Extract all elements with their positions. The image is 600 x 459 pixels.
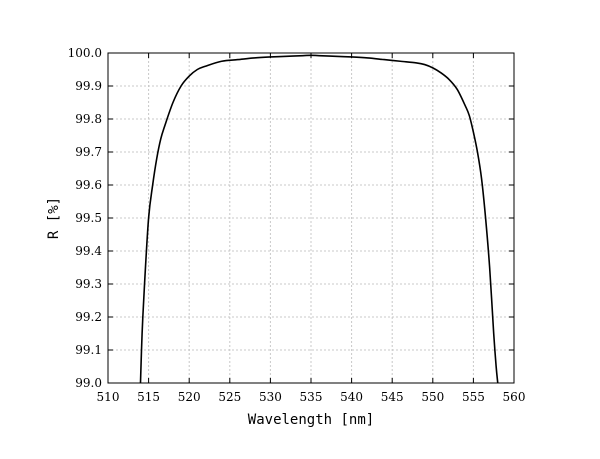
reflectance-curve — [139, 54, 499, 384]
x-tick-label: 530 — [259, 390, 282, 404]
axis-ticks — [107, 52, 515, 384]
x-tick-label: 545 — [381, 390, 404, 404]
x-axis-title: Wavelength [nm] — [248, 412, 374, 428]
y-tick-label: 99.8 — [75, 112, 102, 126]
x-tick-label: 510 — [97, 390, 120, 404]
y-tick-label: 99.4 — [75, 244, 102, 258]
x-tick-label: 540 — [340, 390, 363, 404]
y-tick-label: 99.9 — [75, 79, 102, 93]
y-tick-label: 100.0 — [68, 46, 102, 60]
y-tick-label: 99.0 — [75, 376, 102, 390]
y-axis-title: R [%] — [46, 197, 62, 239]
x-tick-label: 550 — [421, 390, 444, 404]
y-tick-label: 99.6 — [75, 178, 102, 192]
x-tick-label: 535 — [300, 390, 323, 404]
y-tick-label: 99.7 — [75, 145, 102, 159]
x-tick-label: 525 — [218, 390, 241, 404]
x-tick-label: 515 — [137, 390, 160, 404]
grid-lines — [108, 53, 514, 383]
y-tick-labels: 99.0 99.1 99.2 99.3 99.4 99.5 99.6 99.7 99.8 99.9… — [68, 46, 103, 390]
x-tick-label: 520 — [178, 390, 201, 404]
x-tick-label: 555 — [462, 390, 485, 404]
y-tick-label: 99.1 — [75, 343, 102, 357]
x-tick-label: 560 — [503, 390, 526, 404]
y-tick-label: 99.3 — [75, 277, 102, 291]
x-tick-labels: 510 515 520 525 530 535 540 545 550 555 560 — [97, 390, 526, 404]
y-tick-label: 99.5 — [75, 211, 102, 225]
y-tick-label: 99.2 — [75, 310, 102, 324]
